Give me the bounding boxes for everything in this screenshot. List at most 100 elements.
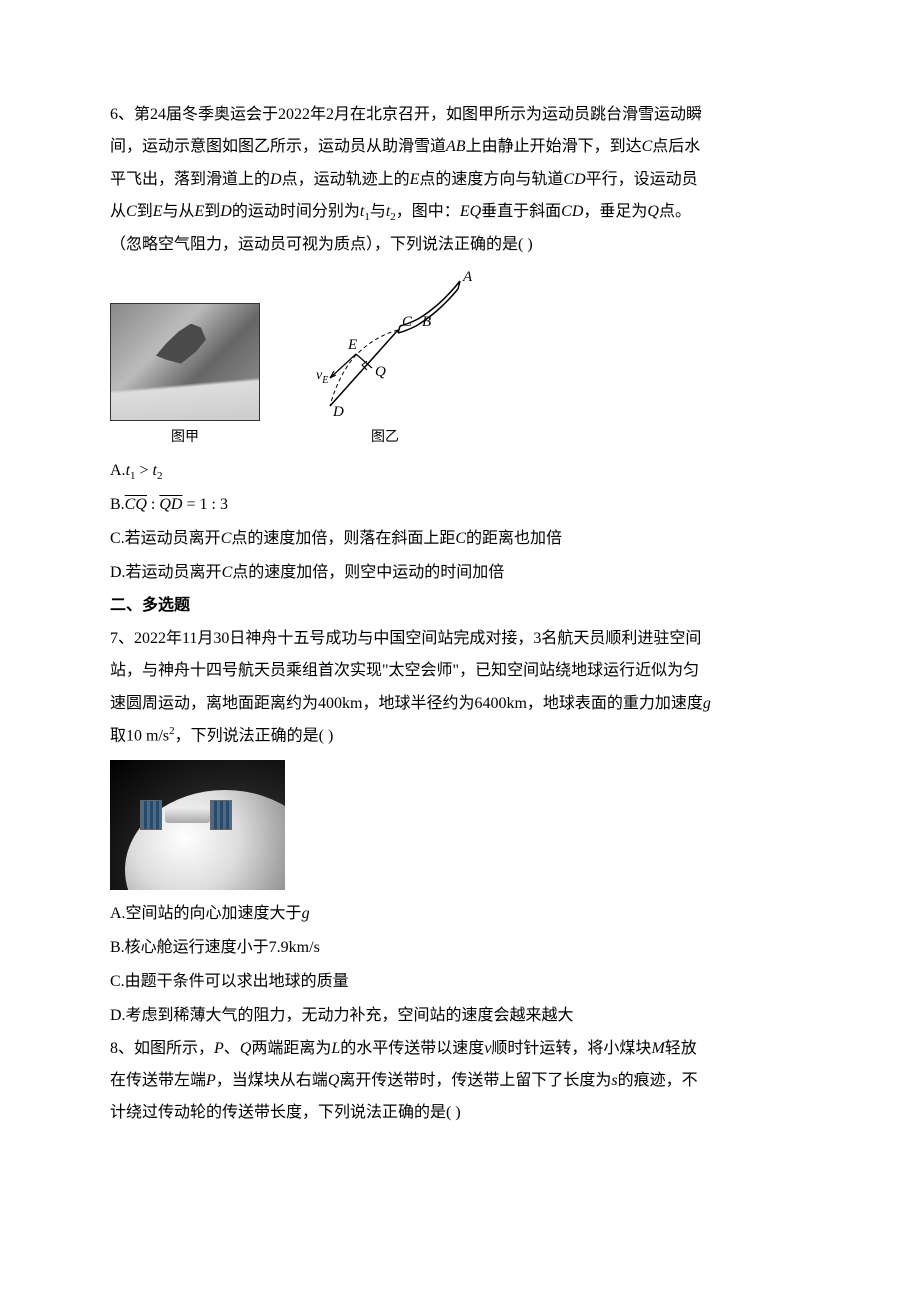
q6b-prefix: B. xyxy=(110,496,125,513)
q8-q2: Q xyxy=(328,1072,340,1089)
space-station-photo xyxy=(110,760,285,890)
q6-fig2-block: A B C E Q D vE 图乙 xyxy=(290,271,480,452)
q6a-t1: t1 xyxy=(126,462,136,479)
var-e3: E xyxy=(195,203,205,220)
q6b-colon: : xyxy=(147,496,159,513)
q6-l3c: 点的速度方向与轨道 xyxy=(419,171,563,188)
var-c2: C xyxy=(126,203,137,220)
var-eq: EQ xyxy=(460,203,481,220)
q6-l3b: 点，运动轨迹上的 xyxy=(282,171,410,188)
q6b-eq: = 1 : 3 xyxy=(182,496,227,513)
q7-line2: 站，与神舟十四号航天员乘组首次实现"太空会师"，已知空间站绕地球运行近似为匀 xyxy=(110,656,810,686)
q6c-mid: 点的速度加倍，则落在斜面上距 xyxy=(231,530,455,547)
var-d2: D xyxy=(220,203,232,220)
q6-l4f: 与 xyxy=(370,203,386,220)
q8-m: M xyxy=(651,1040,664,1057)
var-c: C xyxy=(642,138,653,155)
q6-line2: 间，运动示意图如图乙所示，运动员从助滑雪道AB上由静止开始滑下，到达C点后水 xyxy=(110,132,810,162)
q7-opt-c: C.由题干条件可以求出地球的质量 xyxy=(110,966,810,998)
q7-l4b: ，下列说法正确的是( ) xyxy=(175,727,334,744)
label-ve: vE xyxy=(316,368,328,386)
q8-line3: 计绕过传动轮的传送带长度，下列说法正确的是( ) xyxy=(110,1098,810,1128)
q6a-gt: > xyxy=(136,462,153,479)
var-q: Q xyxy=(647,203,659,220)
q6-l4g: ，图中： xyxy=(396,203,460,220)
var-d: D xyxy=(270,171,282,188)
q6c-a: C.若运动员离开 xyxy=(110,530,221,547)
q7-l4a: 取 xyxy=(110,727,126,744)
q7-line1: 7、2022年11月30日神舟十五号成功与中国空间站完成对接，3名航天员顺利进驻… xyxy=(110,624,810,654)
q8-l2d: 的痕迹，不 xyxy=(618,1072,698,1089)
q7-opt-a: A.空间站的向心加速度大于g xyxy=(110,898,810,930)
station-body xyxy=(165,807,210,823)
label-a: A xyxy=(462,271,473,285)
q8-l: L xyxy=(331,1040,340,1057)
q6-l4a: 从 xyxy=(110,203,126,220)
panel-left xyxy=(140,800,162,830)
q6-caption1: 图甲 xyxy=(171,425,199,452)
q6-opt-d: D.若运动员离开C点的速度加倍，则空中运动的时间加倍 xyxy=(110,557,810,589)
q6a-prefix: A. xyxy=(110,462,126,479)
q8-l1b: 、 xyxy=(224,1040,240,1057)
q6-l4d: 到 xyxy=(204,203,220,220)
q8-l1a: 8、如图所示， xyxy=(110,1040,214,1057)
q8-p: P xyxy=(214,1040,224,1057)
ski-slope-shape xyxy=(111,362,259,420)
station-shape xyxy=(140,795,230,835)
q6-fig1-block: 图甲 xyxy=(110,303,260,452)
label-d: D xyxy=(332,404,344,420)
q6c-end: 的距离也加倍 xyxy=(466,530,562,547)
label-b: B xyxy=(422,314,431,330)
q6-l3a: 平飞出，落到滑道上的 xyxy=(110,171,270,188)
q8-l2b: ，当煤块从右端 xyxy=(216,1072,328,1089)
velocity-arrow xyxy=(330,354,356,378)
q6d-a: D.若运动员离开 xyxy=(110,564,222,581)
q6a-t2: t2 xyxy=(153,462,163,479)
label-q: Q xyxy=(375,364,386,380)
var-cd: CD xyxy=(563,171,585,188)
q7a-g: g xyxy=(302,905,310,922)
q8-l1f: 轻放 xyxy=(665,1040,697,1057)
q6-l3d: 平行，设运动员 xyxy=(586,171,698,188)
q6-l4h: 垂直于斜面 xyxy=(481,203,561,220)
q8-l2a: 在传送带左端 xyxy=(110,1072,206,1089)
q6c-c1: C xyxy=(221,530,232,547)
q8-q: Q xyxy=(240,1040,252,1057)
ski-photo xyxy=(110,303,260,421)
q8-l1e: 顺时针运转，将小煤块 xyxy=(491,1040,651,1057)
q7-line4: 取10 m/s2，下列说法正确的是( ) xyxy=(110,721,810,752)
q6c-c2: C xyxy=(455,530,466,547)
label-c: C xyxy=(402,314,413,330)
q6d-c: C xyxy=(222,564,233,581)
section2-header: 二、多选题 xyxy=(110,591,810,621)
q8-l1d: 的水平传送带以速度 xyxy=(340,1040,484,1057)
var-ab: AB xyxy=(446,138,466,155)
q6-line4: 从C到E与从E到D的运动时间分别为t1与t2，图中：EQ垂直于斜面CD，垂足为Q… xyxy=(110,197,810,228)
q6-opt-b: B.CQ : QD = 1 : 3 xyxy=(110,489,810,521)
var-e: E xyxy=(410,171,420,188)
ski-jumper-shape xyxy=(156,324,206,364)
q6-opt-c: C.若运动员离开C点的速度加倍，则落在斜面上距C的距离也加倍 xyxy=(110,523,810,555)
q6-l2c: 点后水 xyxy=(652,138,700,155)
panel-right xyxy=(210,800,232,830)
q8-l1c: 两端距离为 xyxy=(251,1040,331,1057)
q6-l2a: 间，运动示意图如图乙所示，运动员从助滑雪道 xyxy=(110,138,446,155)
q7a-text: A.空间站的向心加速度大于 xyxy=(110,905,302,922)
q6-opt-a: A.t1 > t2 xyxy=(110,455,810,487)
q6-line1: 6、第24届冬季奥运会于2022年2月在北京召开，如图甲所示为运动员跳台滑雪运动… xyxy=(110,100,810,130)
trajectory-diagram: A B C E Q D vE xyxy=(290,271,480,421)
label-e: E xyxy=(347,337,357,353)
q7-l3a: 速圆周运动，离地面距离约为400km，地球半径约为6400km，地球表面的重力加… xyxy=(110,695,703,712)
q8-l2c: 离开传送带时，传送带上留下了长度为 xyxy=(339,1072,611,1089)
var-cd2: CD xyxy=(561,203,583,220)
q8-p2: P xyxy=(206,1072,216,1089)
q6-l4b: 到 xyxy=(137,203,153,220)
q6-l4c: 与从 xyxy=(162,203,194,220)
q7-val: 10 m/s xyxy=(126,727,169,744)
q7-opt-d: D.考虑到稀薄大气的阻力，无动力补充，空间站的速度会越来越大 xyxy=(110,1000,810,1032)
q6-l2b: 上由静止开始滑下，到达 xyxy=(466,138,642,155)
q6b-cq: CQ xyxy=(125,496,147,513)
q8-line1: 8、如图所示，P、Q两端距离为L的水平传送带以速度v顺时针运转，将小煤块M轻放 xyxy=(110,1034,810,1064)
q8-line2: 在传送带左端P，当煤块从右端Q离开传送带时，传送带上留下了长度为s的痕迹，不 xyxy=(110,1066,810,1096)
var-t1: t1 xyxy=(360,203,370,220)
